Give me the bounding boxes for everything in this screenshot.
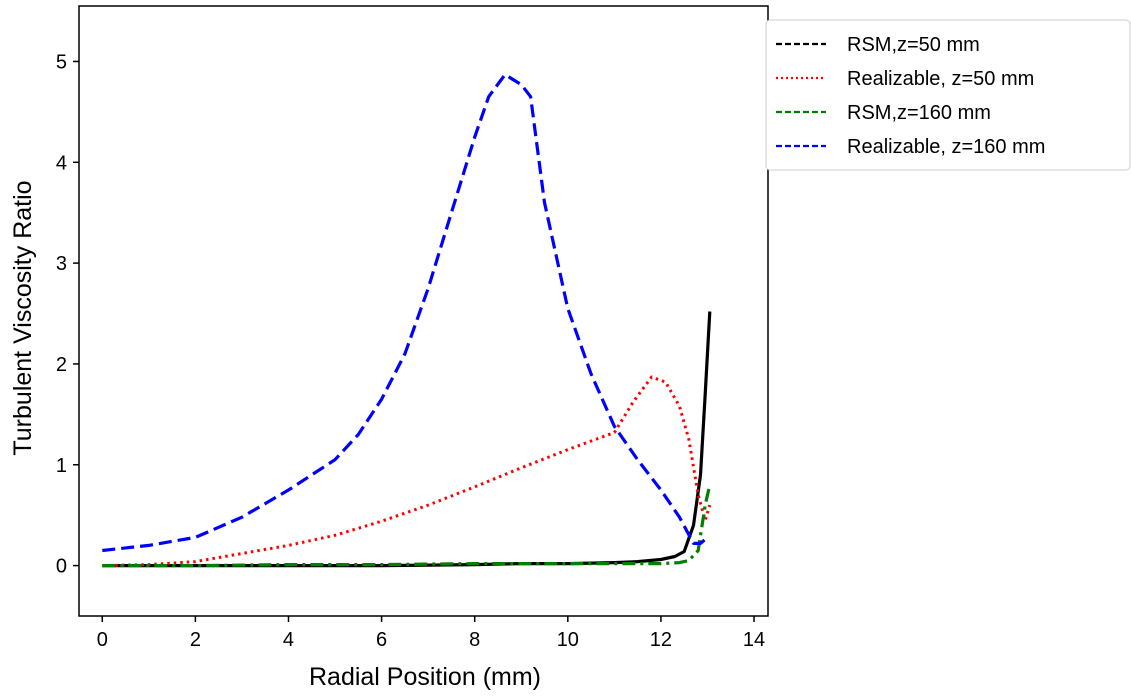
legend-frame [765,19,1131,171]
y-axis-ticks: 0 1 2 3 4 5 [56,51,79,578]
x-tick-label: 14 [743,629,765,651]
legend-label-4: Realizable, z=160 mm [847,136,1045,158]
legend-label-2: Realizable, z=50 mm [847,68,1034,90]
y-tick-label: 2 [56,354,67,376]
series-line-3 [102,484,712,568]
legend-items: RSM,z=50 mm Realizable, z=50 mm RSM,z=160 … [776,34,1045,158]
y-tick-label: 4 [56,152,67,174]
plot-frame [78,5,769,617]
y-tick-label: 3 [56,253,67,275]
y-tick-label: 1 [56,455,67,477]
x-tick-label: 10 [557,629,579,651]
legend-label-3: RSM,z=160 mm [847,102,991,124]
series-line-2 [102,375,712,568]
x-axis-title: Radial Position (mm) [309,663,541,691]
x-tick-label: 2 [190,629,201,651]
x-axis-ticks: 0 2 4 6 8 10 12 14 [97,616,765,651]
y-axis-title: Turbulent Viscosity Ratio [9,180,37,455]
y-tick-label: 0 [56,556,67,578]
x-tick-label: 0 [97,629,108,651]
series-lines [102,72,712,568]
x-tick-label: 8 [469,629,480,651]
series-line-4 [102,72,709,553]
x-tick-label: 12 [650,629,672,651]
x-tick-label: 4 [283,629,294,651]
legend-label-1: RSM,z=50 mm [847,34,980,56]
x-tick-label: 6 [376,629,387,651]
legend: RSM,z=50 mm Realizable, z=50 mm RSM,z=160 … [765,19,1131,171]
y-tick-label: 5 [56,51,67,73]
